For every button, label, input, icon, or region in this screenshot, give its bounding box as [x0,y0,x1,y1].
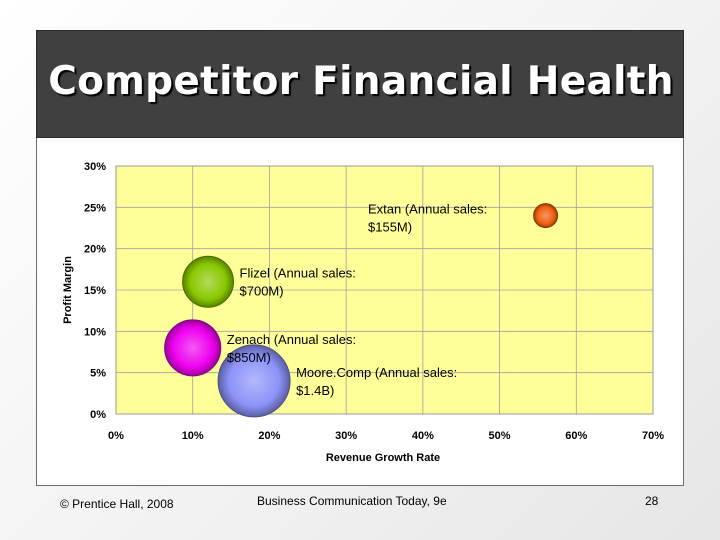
x-tick-label: 20% [258,430,280,442]
bubble-label-line: $155M) [368,220,412,235]
y-tick-label: 0% [90,409,106,421]
y-tick-label: 10% [84,326,106,338]
slide-title: Competitor Financial Health [48,59,674,104]
x-tick-label: 60% [565,430,587,442]
bubble-label: Zenach (Annual sales: $850M) [227,332,356,365]
y-axis-label: Profit Margin [62,256,74,324]
bubble-extan [533,203,559,229]
bubble-label-line: $850M) [227,350,271,365]
bubble-label-line: Zenach (Annual sales: [227,332,356,347]
y-tick-label: 5% [90,368,106,380]
x-axis-label: Revenue Growth Rate [326,452,440,464]
bubble-label-line: $700M) [240,284,284,299]
x-tick-label: 40% [412,430,434,442]
bubble-moore-comp [217,344,291,418]
footer-copyright: © Prentice Hall, 2008 [60,497,174,511]
x-tick-label: 10% [182,430,204,442]
bubble-zenach [164,319,222,377]
bubble-label-line: Extan (Annual sales: [368,202,487,217]
bubble-labels: Extan (Annual sales: $155M) Flizel (Annual… [227,202,487,398]
bubble-flizel [182,255,235,308]
x-tick-label: 70% [642,430,664,442]
x-tick-label: 30% [335,430,357,442]
bubbles [164,203,559,418]
bubble-label-line: Flizel (Annual sales: [240,266,356,281]
x-tick-label: 50% [489,430,511,442]
bubble-label: Flizel (Annual sales: $700M) [240,266,356,299]
bubble-label: Moore.Comp (Annual sales: $1.4B) [296,365,457,398]
title-bar: Competitor Financial Health [36,30,684,138]
bubble-label-line: $1.4B) [296,383,334,398]
y-tick-label: 20% [84,244,106,256]
bubble-label: Extan (Annual sales: $155M) [368,202,487,235]
page-number: 28 [645,494,659,508]
tick-labels: 0% 10% 20% 30% 40% 50% 60% 70% 0% 5% 10% 15% 20% 25% 3… [84,161,664,442]
y-tick-label: 15% [84,285,106,297]
bubble-label-line: Moore.Comp (Annual sales: [296,365,457,380]
footer-book-title: Business Communication Today, 9e [257,494,447,508]
x-tick-label: 0% [108,430,124,442]
y-tick-label: 25% [84,202,106,214]
y-tick-label: 30% [84,161,106,173]
